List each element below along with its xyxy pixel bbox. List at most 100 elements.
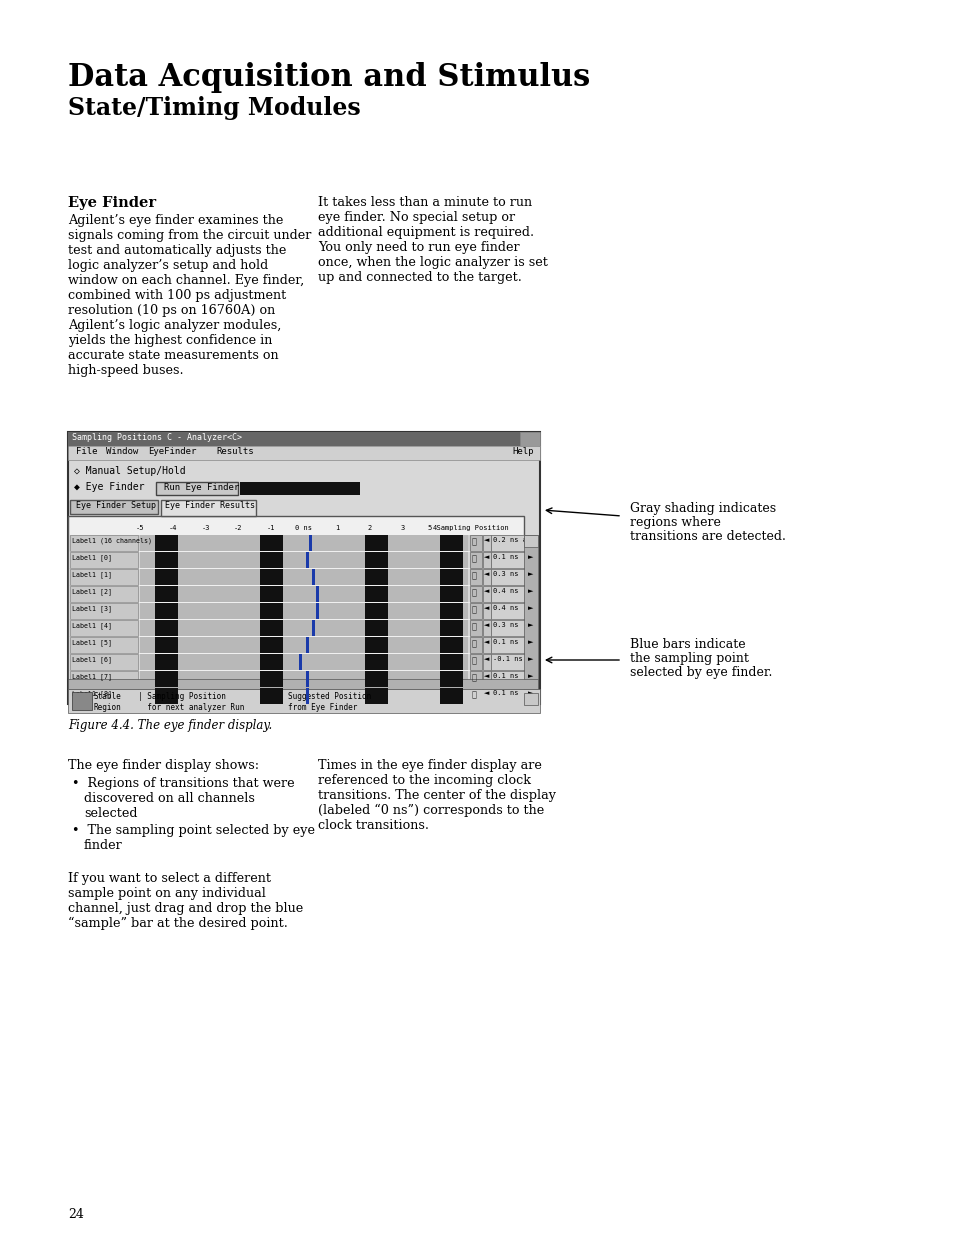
Text: resolution (10 ps on 16760A) on: resolution (10 ps on 16760A) on [68, 304, 275, 317]
Text: Suggested Position
from Eye Finder: Suggested Position from Eye Finder [288, 692, 371, 713]
Text: once, when the logic analyzer is set: once, when the logic analyzer is set [317, 256, 547, 269]
Text: ◄: ◄ [483, 555, 489, 559]
Bar [69, 620, 522, 636]
Text: -1: -1 [267, 525, 275, 531]
Text: | Sampling Position
  for next analyzer Run: | Sampling Position for next analyzer Ru… [138, 692, 244, 713]
Bar [70, 569, 138, 585]
Bar [364, 655, 387, 671]
Bar [240, 482, 359, 495]
Bar [482, 620, 491, 636]
Bar [69, 655, 522, 671]
Bar [70, 637, 138, 653]
Bar [140, 620, 468, 636]
Text: -0.1 ns: -0.1 ns [493, 656, 522, 662]
Text: Help: Help [512, 447, 533, 456]
Bar [470, 620, 481, 636]
Bar [470, 569, 481, 585]
Text: accurate state measurements on: accurate state measurements on [68, 350, 278, 362]
Bar [306, 688, 309, 704]
Text: 5 Sampling Position: 5 Sampling Position [427, 525, 508, 531]
Text: eye finder. No special setup or: eye finder. No special setup or [317, 211, 515, 224]
Text: ⌚: ⌚ [472, 588, 476, 597]
Bar [491, 655, 526, 671]
Text: Label1 [3]: Label1 [3] [71, 605, 112, 611]
Text: •  The sampling point selected by eye: • The sampling point selected by eye [71, 824, 314, 837]
Text: 24: 24 [68, 1208, 84, 1221]
Bar [154, 637, 177, 653]
Bar [439, 603, 462, 619]
Bar [140, 671, 468, 687]
Bar [259, 655, 282, 671]
Text: signals coming from the circuit under: signals coming from the circuit under [68, 228, 311, 242]
Text: ►: ► [527, 656, 533, 662]
Text: Eye Finder Setup: Eye Finder Setup [76, 501, 156, 510]
Bar [470, 688, 481, 704]
Bar [69, 585, 522, 601]
Text: ◄: ◄ [483, 690, 489, 697]
Bar [161, 500, 255, 516]
Bar [364, 688, 387, 704]
Bar [156, 482, 237, 495]
Text: selected: selected [84, 806, 137, 820]
Bar [154, 585, 177, 601]
Bar [364, 671, 387, 687]
Text: 0.4 ns: 0.4 ns [493, 605, 518, 611]
Text: Label1 [0]: Label1 [0] [71, 555, 112, 561]
Bar [439, 637, 462, 653]
Bar [526, 535, 535, 551]
Bar [526, 603, 535, 619]
Bar [491, 552, 526, 568]
Bar [470, 585, 481, 601]
Bar [315, 603, 318, 619]
Bar [312, 620, 315, 636]
Text: additional equipment is required.: additional equipment is required. [317, 226, 534, 240]
Bar [439, 552, 462, 568]
Bar [140, 603, 468, 619]
Text: ⌚: ⌚ [472, 537, 476, 546]
Bar [70, 671, 138, 687]
Text: ►: ► [527, 555, 533, 559]
Bar [526, 552, 535, 568]
Bar [68, 689, 539, 713]
Text: Sampling Positions C - Analyzer<C>: Sampling Positions C - Analyzer<C> [71, 433, 242, 442]
Text: 0.1 ns: 0.1 ns [493, 673, 518, 679]
Bar [69, 603, 522, 619]
Text: Label1 [5]: Label1 [5] [71, 638, 112, 646]
Text: selected by eye finder.: selected by eye finder. [629, 666, 772, 679]
Text: ◇ Manual Setup/Hold: ◇ Manual Setup/Hold [74, 466, 186, 475]
Text: 0 ns: 0 ns [295, 525, 313, 531]
Text: Label1 [8]: Label1 [8] [71, 690, 112, 697]
Text: regions where: regions where [629, 516, 720, 529]
Bar [154, 655, 177, 671]
Bar [364, 585, 387, 601]
Bar [70, 585, 138, 601]
Bar [482, 603, 491, 619]
Bar [70, 552, 138, 568]
Bar [470, 637, 481, 653]
Bar [154, 535, 177, 551]
Bar [439, 655, 462, 671]
Bar [69, 688, 522, 704]
Text: transitions. The center of the display: transitions. The center of the display [317, 789, 556, 802]
Bar [526, 620, 535, 636]
Bar [439, 585, 462, 601]
Text: 0.2 ns avg: 0.2 ns avg [493, 537, 535, 543]
Text: -2: -2 [233, 525, 242, 531]
Text: ►: ► [527, 605, 533, 611]
Text: -3: -3 [201, 525, 210, 531]
Text: Eye Finder Results: Eye Finder Results [165, 501, 254, 510]
Bar [154, 620, 177, 636]
Bar [364, 603, 387, 619]
Bar [364, 620, 387, 636]
Text: Label1 (16 channels): Label1 (16 channels) [71, 537, 152, 543]
Bar [69, 671, 522, 687]
Bar [154, 552, 177, 568]
Text: ◄: ◄ [483, 537, 489, 543]
Text: (labeled “0 ns”) corresponds to the: (labeled “0 ns”) corresponds to the [317, 804, 543, 818]
Text: Figure 4.4. The eye finder display.: Figure 4.4. The eye finder display. [68, 719, 272, 732]
Bar [140, 637, 468, 653]
Text: 0.3 ns: 0.3 ns [493, 622, 518, 629]
Text: ◄: ◄ [483, 656, 489, 662]
Text: -5: -5 [135, 525, 144, 531]
Bar [491, 603, 526, 619]
